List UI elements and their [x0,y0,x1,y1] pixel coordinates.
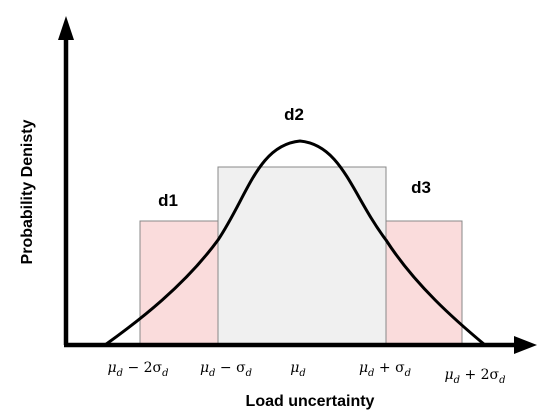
y-axis-arrow-icon [58,16,74,40]
tick-label-mu-minus-sigma: μd − σd [200,360,252,379]
probability-density-curve [103,139,487,347]
region-label-d1: d1 [158,191,178,210]
tick-label-mu-minus-2sigma: μd − 2σd [107,360,168,379]
region-label-d3: d3 [411,178,431,197]
region-d3 [385,220,463,346]
tick-label-mu-plus-sigma: μd + σd [359,360,411,379]
x-axis-label: Load uncertainty [246,393,375,410]
region-label-d2: d2 [284,105,304,124]
tick-label-mu: μd [290,360,306,379]
x-axis-arrow-icon [514,336,537,354]
y-axis-label: Probability Denisty [19,119,36,264]
tick-label-mu-plus-2sigma: μd + 2σd [444,367,505,386]
